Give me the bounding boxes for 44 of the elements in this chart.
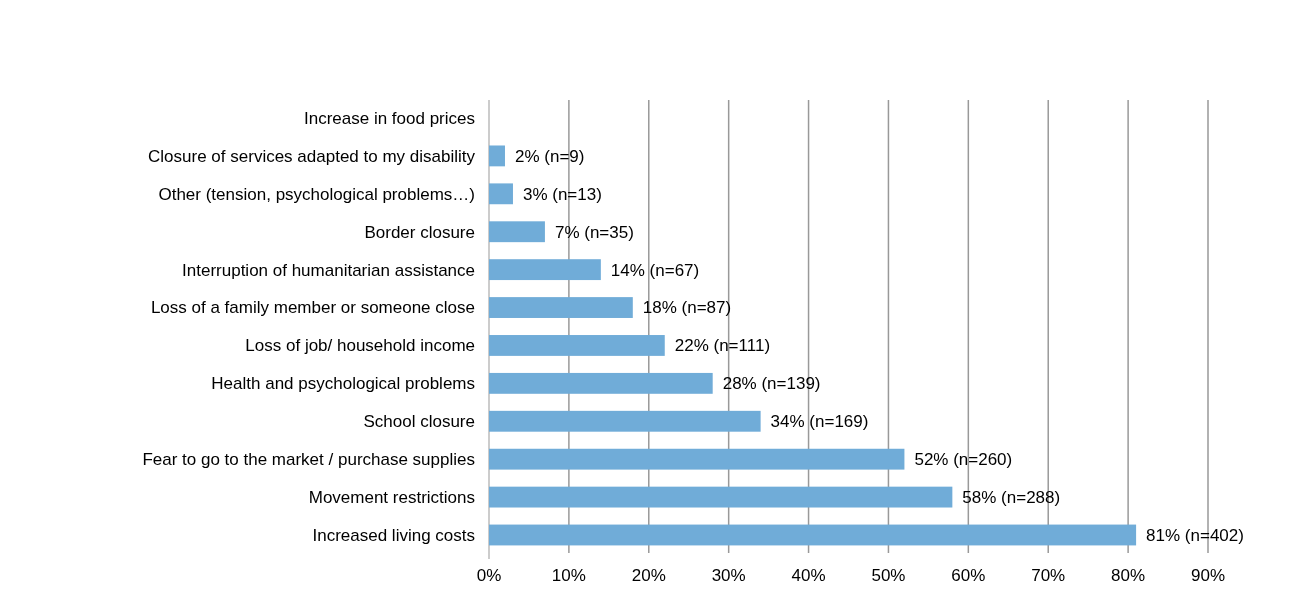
data-label: 14% (n=67): [610, 260, 700, 280]
data-label: 2% (n=9): [514, 146, 585, 166]
data-label: 28% (n=139): [722, 374, 821, 394]
bar: [489, 335, 665, 356]
bar: [489, 524, 1137, 546]
bar: [489, 183, 513, 205]
bar: [489, 221, 545, 243]
x-tick-label: 30%: [711, 566, 746, 585]
y-tick-label: Increase in food prices: [303, 108, 475, 128]
data-label: 81% (n=402): [1146, 525, 1244, 545]
data-label: 52% (n=260): [914, 450, 1013, 470]
x-tick-label: 50%: [871, 566, 906, 585]
bar: [489, 372, 713, 394]
y-tick-label: Closure of services adapted to my disability: [148, 146, 476, 166]
y-tick-label: School closure: [363, 412, 475, 432]
x-tick-label: 40%: [791, 566, 826, 585]
bar: [489, 297, 633, 318]
y-tick-label: Increased living costs: [312, 525, 475, 545]
data-label: 7% (n=35): [554, 222, 634, 242]
x-tick-label: 60%: [951, 566, 986, 585]
bar: [489, 486, 953, 508]
bar: [489, 448, 905, 470]
x-tick-label: 70%: [1031, 566, 1066, 585]
y-tick-label: Health and psychological problems: [211, 374, 475, 394]
y-tick-label: Other (tension, psychological problems…): [158, 184, 475, 204]
x-tick-label: 90%: [1190, 566, 1226, 585]
data-label: 18% (n=87): [642, 298, 732, 318]
x-tick-label: 20%: [631, 566, 666, 585]
y-tick-label: Interruption of humanitarian assistance: [182, 260, 475, 280]
x-tick-label: 10%: [551, 566, 586, 585]
y-tick-label: Movement restrictions: [308, 488, 475, 508]
y-tick-label: Border closure: [364, 222, 475, 242]
bar: [489, 410, 761, 432]
y-tick-label: Loss of job/ household income: [245, 336, 475, 356]
data-label: 3% (n=13): [522, 184, 602, 204]
x-tick-label: 0%: [476, 566, 502, 585]
y-tick-label: Loss of a family member or someone close: [150, 298, 475, 318]
data-label: 22% (n=111): [674, 336, 771, 356]
data-label: 34% (n=169): [770, 412, 869, 432]
x-tick-label: 80%: [1111, 566, 1146, 585]
y-tick-label: Fear to go to the market / purchase supplies: [142, 450, 475, 470]
data-label: 58% (n=288): [962, 488, 1061, 508]
bar: [489, 145, 505, 167]
bar: [489, 259, 601, 281]
